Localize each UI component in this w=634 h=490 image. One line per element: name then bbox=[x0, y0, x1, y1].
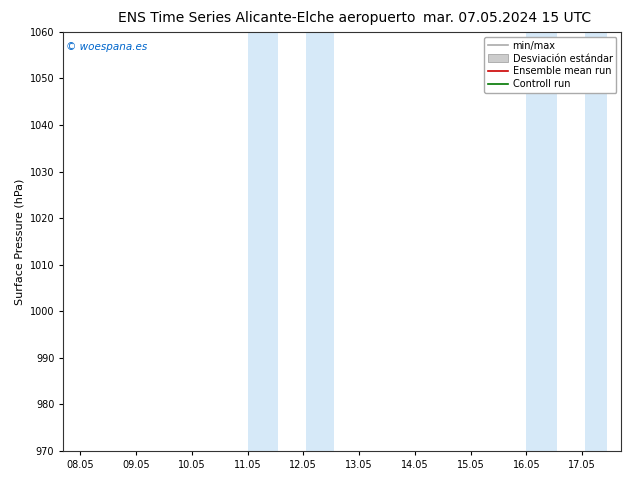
Bar bbox=[585, 32, 607, 451]
Bar bbox=[306, 32, 334, 451]
Text: © woespana.es: © woespana.es bbox=[66, 42, 148, 52]
Text: mar. 07.05.2024 15 UTC: mar. 07.05.2024 15 UTC bbox=[423, 11, 592, 25]
Y-axis label: Surface Pressure (hPa): Surface Pressure (hPa) bbox=[14, 178, 24, 304]
Bar bbox=[526, 32, 557, 451]
Text: ENS Time Series Alicante-Elche aeropuerto: ENS Time Series Alicante-Elche aeropuert… bbox=[117, 11, 415, 25]
Legend: min/max, Desviación estándar, Ensemble mean run, Controll run: min/max, Desviación estándar, Ensemble m… bbox=[484, 37, 616, 93]
Bar bbox=[247, 32, 278, 451]
